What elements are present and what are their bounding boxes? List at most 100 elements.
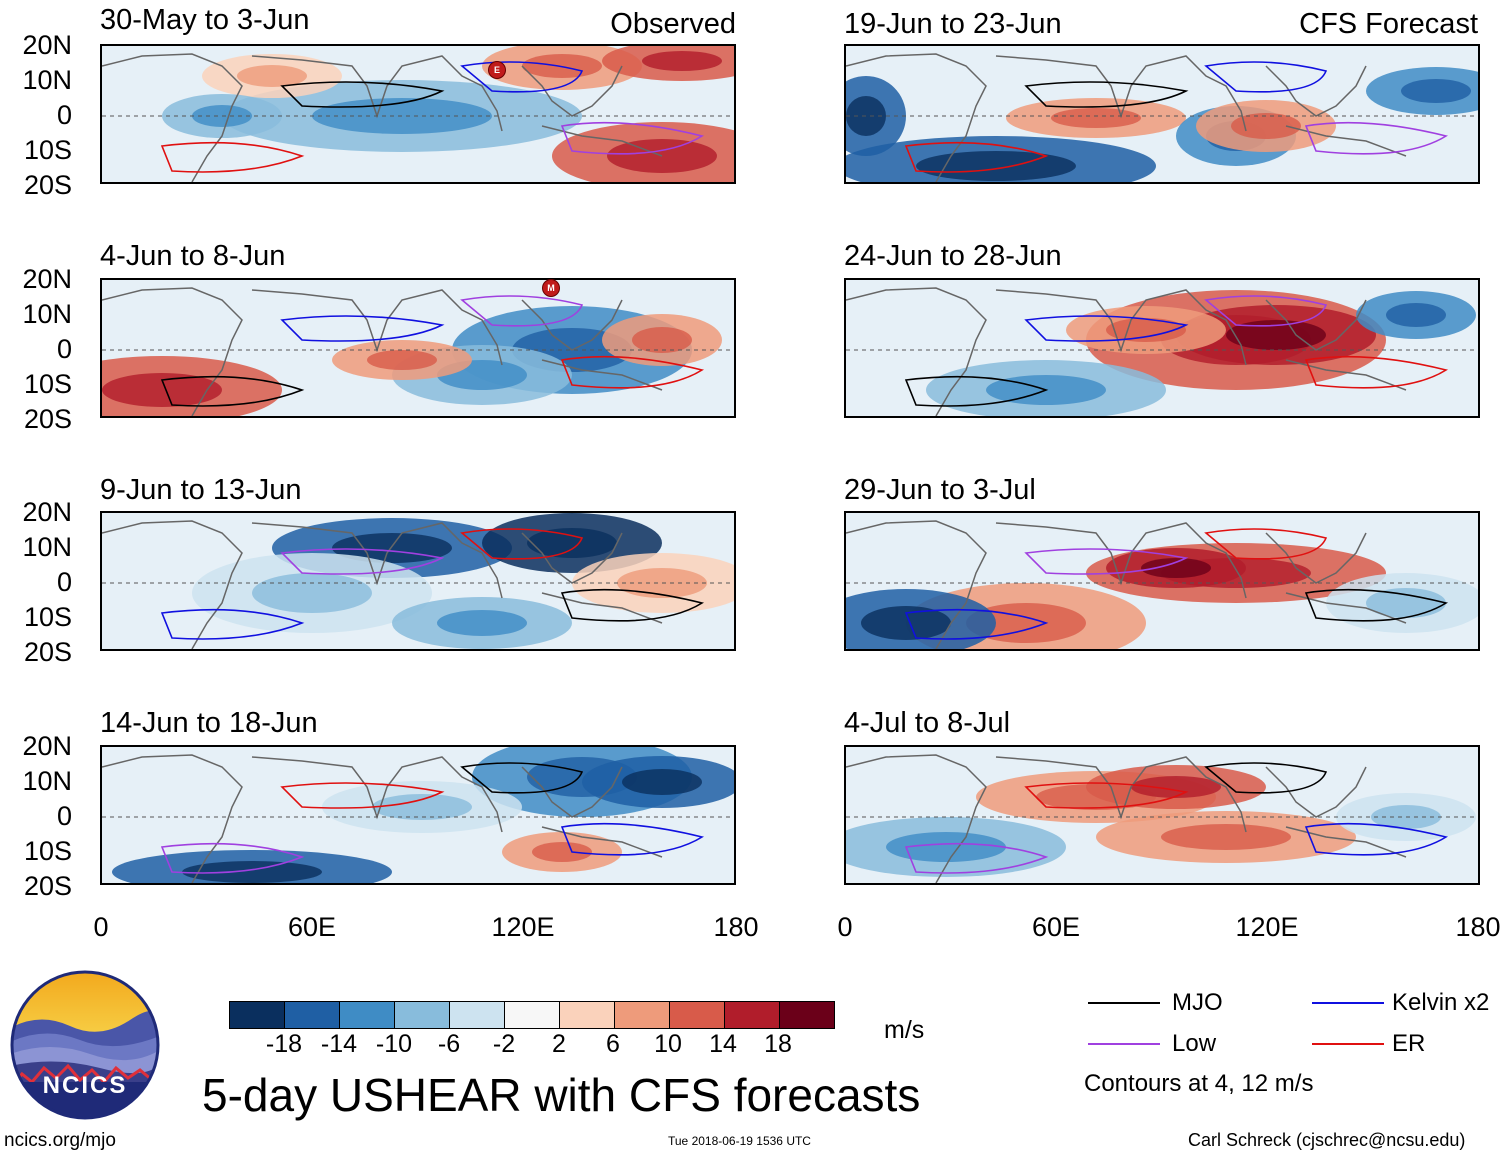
colorbar-label: 2	[552, 1030, 566, 1058]
storm-marker-m: M	[542, 279, 560, 297]
contour-line	[1204, 528, 1328, 560]
legend-label-er: ER	[1392, 1030, 1426, 1057]
legend-swatch-kelvin	[1312, 1002, 1384, 1004]
y-tick-20s: 20S	[23, 404, 72, 434]
contour-line	[904, 141, 1049, 173]
colorbar-swatch	[450, 1002, 505, 1028]
contour-line	[1204, 762, 1328, 794]
legend-label-mjo: MJO	[1172, 989, 1223, 1016]
contour-line	[460, 528, 584, 560]
y-tick-eq: 0	[56, 567, 72, 597]
coastline	[846, 287, 1407, 416]
colorbar-swatch	[725, 1002, 780, 1028]
anomaly-core	[102, 373, 222, 407]
legend-swatch-low	[1088, 1043, 1160, 1045]
x-tick-180: 180	[1455, 912, 1501, 942]
colorbar-label: -18	[265, 1030, 303, 1058]
legend-swatch-mjo	[1088, 1002, 1160, 1004]
contour-line	[560, 121, 705, 155]
map-panel-forecast-2	[844, 278, 1480, 418]
map-panel-observed-3	[100, 511, 736, 651]
coastline	[102, 53, 663, 182]
contour-line	[560, 588, 705, 622]
coastline	[102, 754, 663, 883]
contour-line	[1204, 295, 1328, 327]
coastline	[846, 520, 1407, 649]
anomaly-core	[372, 794, 472, 820]
footer-url[interactable]: ncics.org/mjo	[4, 1130, 116, 1151]
y-tick-10s: 10S	[23, 135, 72, 165]
y-tick-20n: 20N	[22, 497, 72, 527]
anomaly-core	[1401, 79, 1471, 103]
colorbar-swatch	[395, 1002, 450, 1028]
footer-timestamp: Tue 2018-06-19 1536 UTC	[668, 1134, 811, 1148]
anomaly-core	[966, 603, 1086, 643]
colorbar-label: -6	[437, 1030, 461, 1058]
anomaly-core	[437, 610, 527, 636]
anomaly-core	[182, 861, 322, 883]
anomaly-core	[861, 606, 951, 640]
contour-line	[1204, 61, 1328, 93]
anomaly-core	[1386, 303, 1446, 327]
anomaly-core	[886, 832, 1006, 862]
colorbar-swatch	[615, 1002, 670, 1028]
contour-line	[1304, 588, 1449, 622]
map-panel-observed-4	[100, 745, 736, 885]
colorbar-unit: m/s	[884, 1016, 925, 1044]
contour-line	[280, 81, 445, 108]
colorbar-label: -2	[492, 1030, 516, 1058]
contour-line	[904, 375, 1049, 407]
ncics-logo: NCICS	[10, 970, 160, 1120]
map-panel-forecast-1	[844, 44, 1480, 184]
contour-line	[560, 355, 705, 389]
x-tick-0: 0	[837, 912, 853, 942]
colorbar-swatch	[505, 1002, 560, 1028]
anomaly-core	[1141, 558, 1211, 578]
y-tick-20s: 20S	[23, 170, 72, 200]
coastline	[846, 53, 1407, 182]
y-tick-10s: 10S	[23, 369, 72, 399]
y-tick-20n: 20N	[22, 731, 72, 761]
y-tick-eq: 0	[56, 100, 72, 130]
legend-swatch-er	[1312, 1043, 1384, 1045]
footer-author: Carl Schreck (cjschrec@ncsu.edu)	[1188, 1130, 1466, 1150]
anomaly-core	[916, 151, 1076, 181]
anomaly-core	[1231, 113, 1301, 139]
legend-label-kelvin: Kelvin x2	[1392, 989, 1490, 1016]
coastline	[846, 754, 1407, 883]
panel-title-2: 4-Jun to 8-Jun	[100, 240, 286, 272]
colorbar-label: 10	[654, 1030, 682, 1058]
y-tick-10n: 10N	[22, 299, 72, 329]
contour-line	[460, 295, 584, 327]
contour-line	[280, 782, 445, 809]
contour-line	[560, 822, 705, 856]
colorbar-label: 18	[764, 1030, 792, 1058]
colorbar-label: 14	[709, 1030, 737, 1058]
cfs-forecast-label: CFS Forecast	[1299, 8, 1478, 40]
map-panel-observed-2	[100, 278, 736, 418]
y-tick-20s: 20S	[23, 637, 72, 667]
contour-line	[280, 315, 445, 342]
panel-title-3: 9-Jun to 13-Jun	[100, 474, 302, 506]
colorbar-label: -14	[320, 1030, 358, 1058]
colorbar	[229, 1001, 835, 1029]
anomaly-core	[527, 528, 617, 558]
y-tick-10n: 10N	[22, 766, 72, 796]
contour-line	[904, 842, 1049, 874]
map-panel-observed-1	[100, 44, 736, 184]
contour-line	[1304, 121, 1449, 155]
contour-line	[904, 608, 1049, 640]
anomaly-core	[252, 573, 372, 613]
y-tick-10n: 10N	[22, 532, 72, 562]
panel-title-7: 29-Jun to 3-Jul	[844, 474, 1036, 506]
contour-line	[1024, 81, 1189, 108]
map-panel-forecast-3	[844, 511, 1480, 651]
x-tick-60e: 60E	[287, 912, 337, 942]
anomaly-core	[642, 51, 722, 71]
contour-line	[160, 141, 305, 173]
anomaly-core	[332, 533, 452, 563]
contour-line	[1304, 355, 1449, 389]
anomaly-core	[237, 65, 307, 87]
colorbar-swatch	[560, 1002, 615, 1028]
x-tick-60e: 60E	[1031, 912, 1081, 942]
